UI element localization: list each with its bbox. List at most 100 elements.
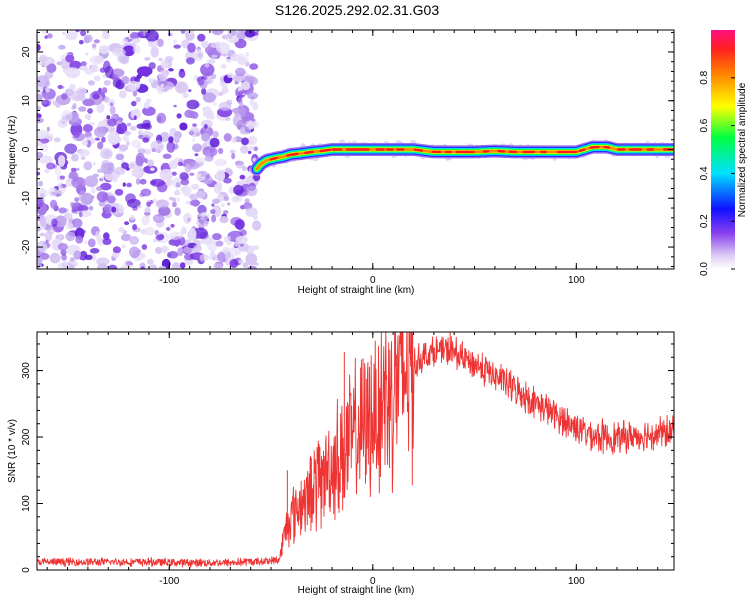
- noise-blob: [95, 231, 101, 239]
- noise-blob: [132, 90, 138, 97]
- noise-blob: [235, 235, 248, 244]
- snr-panel: -100 0 100 0 100 200 300 Height of straight li…: [7, 331, 675, 596]
- noise-blob: [101, 136, 106, 143]
- noise-blob: [236, 30, 247, 39]
- noise-blob: [180, 178, 190, 186]
- noise-blob: [107, 118, 118, 127]
- colorbar-tick-label: 0.4: [699, 166, 710, 180]
- noise-blob: [202, 146, 218, 157]
- noise-blob: [221, 34, 229, 40]
- noise-blob: [132, 45, 141, 54]
- bottom-y-axis-label: SNR (10 * v/v): [7, 419, 18, 483]
- noise-blob: [202, 92, 216, 103]
- noise-blob: [150, 167, 155, 171]
- noise-blob: [71, 218, 83, 228]
- noise-blob: [211, 214, 217, 223]
- noise-blob: [223, 133, 232, 142]
- noise-blob: [101, 87, 108, 94]
- noise-blob: [130, 163, 135, 168]
- noise-blob: [231, 152, 236, 160]
- noise-blob: [122, 182, 126, 187]
- noise-blob: [110, 102, 114, 107]
- noise-blob: [74, 197, 80, 203]
- noise-blob: [73, 250, 81, 260]
- noise-blob: [79, 65, 88, 71]
- x-tick-label: 100: [568, 275, 585, 286]
- noise-blob: [142, 106, 156, 116]
- noise-blob: [205, 127, 209, 131]
- noise-blob: [168, 136, 174, 144]
- colorbar-ticks: 0.0 0.2 0.4 0.6 0.8: [699, 70, 735, 276]
- noise-blob: [144, 57, 151, 61]
- noise-blob: [116, 122, 128, 135]
- noise-blob: [179, 262, 186, 269]
- noise-blob: [213, 101, 218, 106]
- noise-blob: [50, 98, 55, 103]
- noise-blob: [233, 184, 244, 196]
- noise-blob: [249, 125, 254, 130]
- noise-blob: [232, 115, 240, 127]
- noise-blob: [200, 63, 215, 77]
- noise-blob: [89, 121, 95, 126]
- noise-blob: [79, 211, 83, 218]
- noise-blob: [137, 205, 142, 209]
- noise-blob: [194, 153, 199, 157]
- noise-blob: [239, 126, 246, 135]
- noise-blob: [186, 57, 195, 65]
- noise-blob: [133, 115, 137, 121]
- y-tick-label: 0: [21, 146, 32, 152]
- noise-blob: [201, 88, 207, 95]
- noise-blob: [112, 48, 126, 57]
- noise-blob: [183, 212, 192, 224]
- noise-blob: [45, 239, 49, 243]
- noise-blob: [37, 85, 44, 97]
- noise-blob: [175, 189, 180, 194]
- noise-blob: [85, 52, 89, 56]
- noise-blob: [39, 232, 46, 237]
- noise-blob: [253, 214, 258, 220]
- noise-blob: [131, 100, 137, 107]
- noise-blob: [176, 197, 180, 202]
- top-x-axis-label: Height of straight line (km): [298, 285, 415, 296]
- noise-blob: [69, 90, 85, 102]
- noise-blob: [41, 99, 52, 107]
- noise-blob: [130, 32, 140, 39]
- noise-blob: [173, 104, 177, 108]
- noise-blob: [124, 221, 130, 226]
- noise-blob: [96, 257, 110, 266]
- noise-blob: [61, 254, 67, 261]
- y-tick-label: 20: [21, 46, 32, 58]
- noise-blob: [252, 101, 258, 111]
- noise-blob: [246, 185, 258, 197]
- noise-blob: [46, 63, 57, 73]
- noise-blob: [118, 226, 125, 233]
- noise-blob: [155, 234, 164, 241]
- noise-blob: [75, 30, 80, 33]
- noise-blob: [79, 256, 85, 261]
- noise-blob: [155, 246, 163, 255]
- noise-blob: [210, 209, 216, 215]
- noise-blob: [70, 167, 77, 172]
- noise-blob: [178, 69, 186, 79]
- noise-blob: [111, 206, 117, 213]
- y-tick-label: 100: [21, 495, 32, 512]
- noise-blob: [104, 65, 114, 79]
- noise-blob: [174, 136, 179, 141]
- noise-blob: [169, 231, 184, 240]
- noise-blob: [141, 215, 151, 226]
- noise-blob: [84, 240, 88, 245]
- noise-blob: [126, 198, 141, 208]
- noise-blob: [159, 131, 170, 143]
- noise-blob: [195, 157, 206, 164]
- noise-blob: [216, 42, 230, 54]
- noise-blob: [70, 202, 75, 207]
- noise-blob: [221, 53, 228, 57]
- noise-blob: [78, 106, 87, 112]
- noise-blob: [177, 247, 184, 256]
- noise-blob: [98, 200, 106, 207]
- y-tick-label: -20: [21, 239, 32, 254]
- noise-blob: [83, 161, 93, 171]
- noise-blob: [213, 182, 223, 194]
- noise-blob: [38, 54, 48, 63]
- noise-blob: [209, 137, 220, 148]
